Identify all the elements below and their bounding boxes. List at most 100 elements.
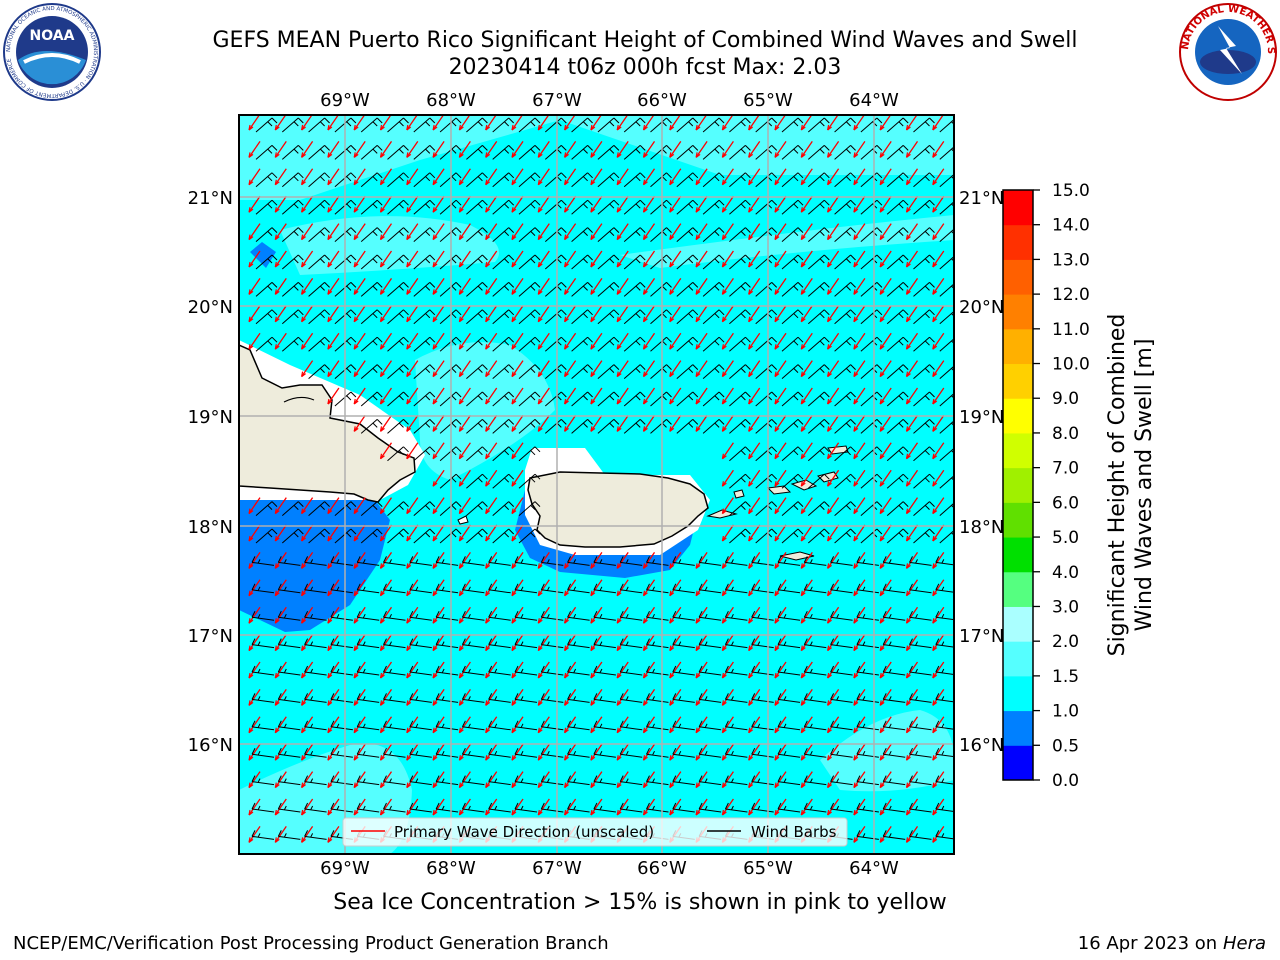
lon-label-top: 69°W bbox=[320, 90, 370, 111]
wave-direction-arrow bbox=[748, 305, 761, 323]
wave-direction-arrow bbox=[695, 332, 708, 350]
wave-direction-arrow bbox=[905, 332, 919, 350]
wave-direction-arrow bbox=[932, 524, 945, 542]
wave-direction-arrow bbox=[590, 798, 603, 816]
wind-barb bbox=[676, 172, 699, 188]
wave-direction-arrow bbox=[642, 168, 656, 186]
wind-barb bbox=[619, 693, 643, 703]
wave-direction-arrow bbox=[642, 716, 656, 734]
wave-direction-arrow bbox=[353, 497, 366, 515]
wave-direction-arrow bbox=[511, 579, 524, 597]
wave-direction-arrow bbox=[616, 387, 629, 405]
wind-barb bbox=[466, 282, 488, 297]
lon-label-top: 67°W bbox=[532, 90, 582, 111]
wind-barb bbox=[702, 172, 725, 188]
footer-date: 16 Apr 2023 on Hera bbox=[1078, 933, 1266, 954]
wave-direction-arrow bbox=[432, 771, 445, 789]
wind-barb bbox=[567, 693, 590, 703]
wave-direction-arrow bbox=[669, 689, 682, 706]
wind-barb bbox=[413, 117, 436, 133]
wind-barb bbox=[751, 747, 774, 758]
wind-barb bbox=[882, 720, 906, 731]
wave-direction-arrow bbox=[406, 524, 419, 542]
wind-barb bbox=[729, 501, 751, 516]
map-area bbox=[239, 115, 954, 854]
wind-barb bbox=[702, 419, 725, 434]
wind-barb bbox=[646, 583, 669, 594]
wave-direction-arrow bbox=[590, 771, 603, 789]
wind-barb bbox=[724, 747, 748, 758]
wave-direction-arrow bbox=[932, 798, 945, 816]
wind-barb bbox=[360, 199, 383, 215]
wave-direction-arrow bbox=[353, 141, 366, 158]
wave-direction-arrow bbox=[590, 250, 603, 268]
wind-barb bbox=[540, 638, 564, 649]
wind-barb bbox=[672, 747, 695, 758]
wind-barb bbox=[251, 556, 275, 566]
wind-barb bbox=[935, 693, 954, 703]
wind-barb bbox=[698, 638, 722, 649]
wind-barb bbox=[277, 638, 301, 649]
wave-direction-arrow bbox=[590, 141, 603, 158]
wave-direction-arrow bbox=[616, 305, 629, 323]
wave-direction-arrow bbox=[511, 469, 524, 487]
wind-barb bbox=[777, 720, 801, 731]
wind-barb bbox=[571, 117, 593, 133]
wind-barb bbox=[334, 145, 357, 160]
wave-direction-arrow bbox=[301, 360, 314, 378]
wind-barb bbox=[597, 254, 620, 270]
wave-direction-arrow bbox=[879, 250, 892, 268]
wind-barb bbox=[830, 610, 853, 621]
wave-direction-arrow bbox=[748, 606, 761, 624]
wave-direction-arrow bbox=[432, 360, 445, 378]
wave-direction-arrow bbox=[800, 168, 813, 186]
wave-direction-arrow bbox=[905, 250, 919, 268]
wave-direction-arrow bbox=[485, 360, 498, 378]
wind-barb bbox=[886, 172, 909, 188]
wave-direction-arrow bbox=[458, 168, 471, 186]
colorbar bbox=[1003, 190, 1033, 781]
wind-barb bbox=[413, 282, 436, 297]
wind-barb bbox=[360, 501, 383, 516]
colorbar-segment bbox=[1003, 259, 1033, 295]
colorbar-tick-label: 1.0 bbox=[1052, 702, 1079, 722]
wind-barb bbox=[571, 227, 593, 242]
wave-direction-arrow bbox=[932, 743, 945, 761]
wave-direction-arrow bbox=[879, 223, 892, 241]
wind-barb bbox=[435, 610, 459, 621]
wind-barb bbox=[466, 336, 488, 352]
wind-barb bbox=[413, 528, 436, 544]
wave-direction-arrow bbox=[301, 223, 314, 241]
wave-direction-arrow bbox=[695, 415, 708, 432]
wind-barb bbox=[781, 282, 804, 297]
lat-label-left: 16°N bbox=[188, 735, 233, 756]
wave-direction-arrow bbox=[853, 115, 866, 131]
wind-barb bbox=[702, 282, 725, 297]
wind-barb bbox=[255, 117, 278, 133]
wave-direction-arrow bbox=[274, 689, 287, 706]
wind-barb bbox=[330, 775, 353, 786]
wind-barb bbox=[466, 446, 488, 462]
wind-barb bbox=[514, 720, 538, 731]
wave-direction-arrow bbox=[879, 360, 892, 378]
wind-barb bbox=[886, 419, 909, 434]
wave-direction-arrow bbox=[905, 606, 919, 624]
wind-barb bbox=[856, 610, 879, 621]
wind-barb bbox=[803, 775, 827, 786]
wind-barb bbox=[356, 747, 380, 758]
wave-direction-arrow bbox=[564, 634, 577, 652]
wave-direction-arrow bbox=[721, 606, 734, 624]
wind-barb bbox=[387, 501, 409, 516]
wave-direction-arrow bbox=[642, 360, 656, 378]
noaa-logo: NOAA NATIONAL OCEANIC AND ATMOSPHERIC AD… bbox=[3, 3, 101, 101]
wave-direction-arrow bbox=[327, 141, 340, 158]
wave-direction-arrow bbox=[642, 634, 656, 652]
wind-barb bbox=[781, 254, 804, 270]
wind-barb bbox=[544, 172, 567, 188]
wind-barb bbox=[435, 556, 459, 566]
colorbar-segment bbox=[1003, 294, 1033, 330]
wind-barb bbox=[650, 227, 672, 242]
wind-barb bbox=[698, 775, 722, 786]
wind-barb bbox=[518, 309, 541, 325]
wave-direction-arrow bbox=[274, 524, 287, 542]
